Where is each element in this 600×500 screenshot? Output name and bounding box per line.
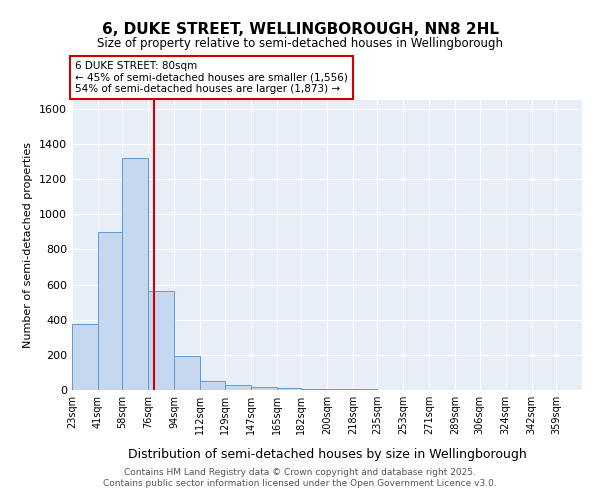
Bar [174,356,200,390]
Bar [277,388,301,390]
X-axis label: Distribution of semi-detached houses by size in Wellingborough: Distribution of semi-detached houses by … [128,448,526,461]
Bar [301,388,327,390]
Bar [122,158,148,390]
Bar [72,324,98,390]
Bar [148,290,174,390]
Text: 6 DUKE STREET: 80sqm
← 45% of semi-detached houses are smaller (1,556)
54% of se: 6 DUKE STREET: 80sqm ← 45% of semi-detac… [75,61,348,94]
Text: Contains HM Land Registry data © Crown copyright and database right 2025.
Contai: Contains HM Land Registry data © Crown c… [103,468,497,487]
Bar [225,384,251,390]
Text: Size of property relative to semi-detached houses in Wellingborough: Size of property relative to semi-detach… [97,38,503,51]
Bar [98,232,122,390]
Bar [200,381,225,390]
Y-axis label: Number of semi-detached properties: Number of semi-detached properties [23,142,34,348]
Bar [327,389,353,390]
Text: 6, DUKE STREET, WELLINGBOROUGH, NN8 2HL: 6, DUKE STREET, WELLINGBOROUGH, NN8 2HL [101,22,499,38]
Bar [251,388,277,390]
